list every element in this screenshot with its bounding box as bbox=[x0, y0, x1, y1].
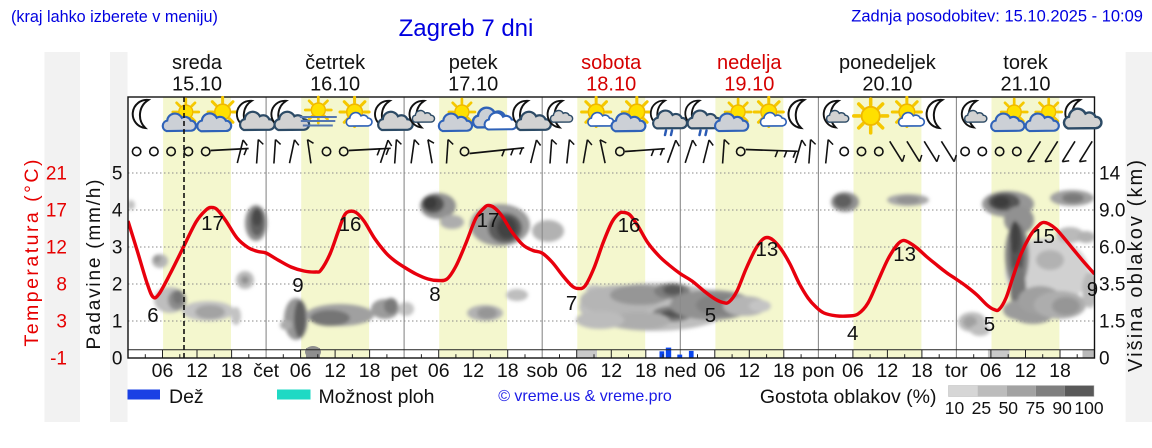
svg-text:0: 0 bbox=[1099, 349, 1110, 370]
svg-text:Možnost ploh: Možnost ploh bbox=[319, 386, 435, 408]
svg-text:1.5: 1.5 bbox=[1099, 312, 1125, 333]
svg-text:ned: ned bbox=[664, 360, 697, 382]
svg-text:8: 8 bbox=[429, 283, 440, 306]
svg-text:3: 3 bbox=[56, 312, 67, 333]
svg-text:20.10: 20.10 bbox=[862, 74, 912, 96]
svg-text:12: 12 bbox=[1015, 360, 1037, 382]
svg-text:17.10: 17.10 bbox=[448, 74, 498, 96]
svg-text:4: 4 bbox=[112, 201, 123, 222]
svg-text:12: 12 bbox=[46, 238, 67, 259]
svg-text:18: 18 bbox=[773, 360, 795, 382]
svg-text:21.10: 21.10 bbox=[1000, 74, 1050, 96]
svg-text:17: 17 bbox=[477, 209, 500, 232]
svg-text:2: 2 bbox=[112, 275, 123, 296]
svg-text:Padavine (mm/h): Padavine (mm/h) bbox=[84, 180, 105, 350]
svg-text:50: 50 bbox=[999, 398, 1019, 418]
svg-text:(kraj lahko izberete v meniju): (kraj lahko izberete v meniju) bbox=[11, 8, 218, 26]
svg-text:-1: -1 bbox=[50, 349, 67, 370]
svg-text:ponedeljek: ponedeljek bbox=[839, 52, 937, 74]
svg-text:5: 5 bbox=[984, 313, 995, 336]
svg-text:06: 06 bbox=[842, 360, 864, 382]
svg-text:1: 1 bbox=[112, 312, 123, 333]
svg-text:čet: čet bbox=[253, 360, 280, 382]
svg-text:0: 0 bbox=[112, 349, 123, 370]
svg-text:4: 4 bbox=[847, 322, 858, 345]
svg-text:18: 18 bbox=[221, 360, 243, 382]
svg-text:25: 25 bbox=[972, 398, 991, 418]
svg-text:16.10: 16.10 bbox=[310, 74, 360, 96]
svg-text:sob: sob bbox=[526, 360, 558, 382]
svg-text:15: 15 bbox=[1032, 225, 1055, 248]
svg-text:15.10: 15.10 bbox=[172, 74, 222, 96]
svg-text:3.5: 3.5 bbox=[1099, 275, 1125, 296]
svg-text:8: 8 bbox=[56, 275, 67, 296]
svg-text:5: 5 bbox=[705, 304, 716, 327]
svg-text:13: 13 bbox=[755, 238, 778, 261]
svg-text:06: 06 bbox=[980, 360, 1002, 382]
svg-text:9: 9 bbox=[292, 274, 303, 297]
svg-text:7: 7 bbox=[566, 292, 577, 315]
svg-text:10: 10 bbox=[945, 398, 965, 418]
svg-text:pon: pon bbox=[802, 360, 835, 382]
svg-text:12: 12 bbox=[324, 360, 346, 382]
svg-text:13: 13 bbox=[893, 243, 916, 266]
svg-text:6: 6 bbox=[147, 304, 158, 327]
svg-text:19.10: 19.10 bbox=[724, 74, 774, 96]
svg-text:12: 12 bbox=[738, 360, 760, 382]
svg-text:18: 18 bbox=[635, 360, 657, 382]
svg-text:16: 16 bbox=[618, 214, 641, 237]
svg-text:21: 21 bbox=[46, 164, 67, 185]
svg-text:18: 18 bbox=[359, 360, 381, 382]
svg-text:9: 9 bbox=[1087, 278, 1098, 301]
svg-text:17: 17 bbox=[46, 201, 67, 222]
svg-text:© vreme.us & vreme.pro: © vreme.us & vreme.pro bbox=[498, 388, 672, 405]
svg-text:18: 18 bbox=[497, 360, 519, 382]
svg-text:Zadnja posodobitev: 15.10.2025: Zadnja posodobitev: 15.10.2025 - 10:09 bbox=[851, 8, 1143, 26]
svg-text:18.10: 18.10 bbox=[586, 74, 636, 96]
svg-text:6.0: 6.0 bbox=[1099, 238, 1125, 259]
svg-text:90: 90 bbox=[1052, 398, 1072, 418]
svg-text:pet: pet bbox=[391, 360, 419, 382]
svg-text:17: 17 bbox=[201, 212, 224, 235]
svg-text:Gostota oblakov (%): Gostota oblakov (%) bbox=[760, 386, 937, 408]
svg-text:16: 16 bbox=[339, 213, 362, 236]
svg-text:100: 100 bbox=[1074, 398, 1103, 418]
svg-text:12: 12 bbox=[462, 360, 484, 382]
svg-text:petek: petek bbox=[449, 52, 499, 74]
svg-text:tor: tor bbox=[945, 360, 968, 382]
svg-text:12: 12 bbox=[186, 360, 208, 382]
svg-text:3: 3 bbox=[112, 238, 123, 259]
svg-text:nedelja: nedelja bbox=[717, 52, 782, 74]
svg-text:14: 14 bbox=[1099, 164, 1121, 185]
svg-text:18: 18 bbox=[1049, 360, 1071, 382]
svg-text:sreda: sreda bbox=[172, 52, 223, 74]
svg-text:12: 12 bbox=[600, 360, 622, 382]
svg-text:sobota: sobota bbox=[581, 52, 642, 74]
svg-text:Dež: Dež bbox=[169, 386, 204, 408]
svg-text:četrtek: četrtek bbox=[305, 52, 366, 74]
svg-text:06: 06 bbox=[152, 360, 174, 382]
svg-text:06: 06 bbox=[704, 360, 726, 382]
svg-text:75: 75 bbox=[1025, 398, 1044, 418]
svg-text:9.0: 9.0 bbox=[1099, 201, 1125, 222]
svg-text:06: 06 bbox=[566, 360, 588, 382]
svg-text:18: 18 bbox=[911, 360, 933, 382]
svg-text:12: 12 bbox=[877, 360, 899, 382]
svg-text:06: 06 bbox=[290, 360, 312, 382]
svg-text:06: 06 bbox=[428, 360, 450, 382]
svg-text:Temperatura (°C): Temperatura (°C) bbox=[21, 160, 43, 347]
svg-text:Zagreb 7 dni: Zagreb 7 dni bbox=[399, 15, 534, 42]
svg-text:5: 5 bbox=[112, 164, 123, 185]
svg-text:torek: torek bbox=[1003, 52, 1048, 74]
